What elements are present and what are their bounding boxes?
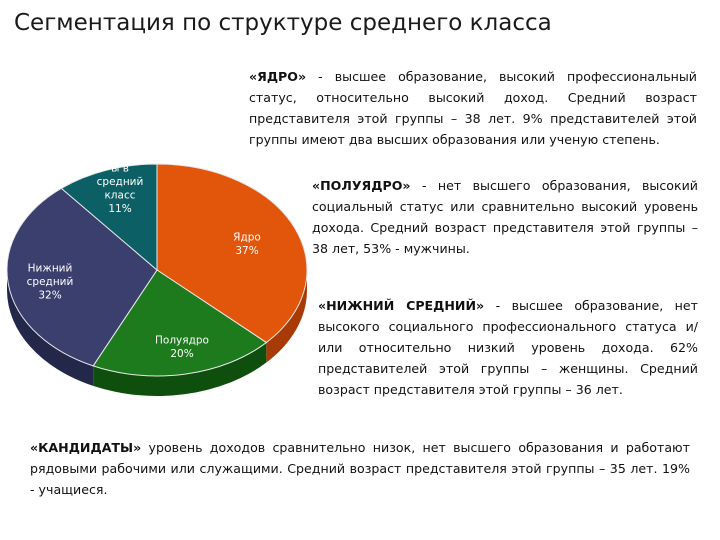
- poluyadro-name: «ПОЛУЯДРО»: [312, 178, 411, 193]
- pie-slice-side: [266, 270, 307, 363]
- pie-slice: [6, 187, 158, 367]
- pie-slice-label-line: класс: [104, 190, 135, 202]
- pie-slice-label-line: Кандидат: [93, 150, 148, 161]
- pie-slice-label: Полуядро 20%: [155, 334, 209, 360]
- poluyadro-text: - нет высшего образования, высокий социа…: [312, 178, 698, 256]
- kandidaty-description: «КАНДИДАТЫ» уровень доходов сравнительно…: [30, 437, 690, 500]
- pie-slice: [92, 269, 268, 377]
- poluyadro-description: «ПОЛУЯДРО» - нет высшего образования, вы…: [312, 175, 698, 259]
- pie-slice-label-line: 20%: [170, 348, 193, 360]
- page-title: Сегментация по структуре среднего класса: [14, 10, 552, 36]
- pie-slice-label-line: средний: [27, 276, 74, 288]
- kandidaty-text: уровень доходов сравнительно низок, нет …: [30, 440, 690, 497]
- pie-slice-label: Нижний средний 32%: [27, 263, 74, 302]
- yadro-description: «ЯДРО» - высшее образование, высокий про…: [249, 66, 697, 150]
- pie-slice-label-line: 11%: [108, 203, 131, 215]
- pie-slice-label-line: Полуядро: [155, 334, 209, 346]
- pie-slice-label-line: Ядро: [233, 231, 261, 243]
- nizhny-name: «НИЖНИЙ СРЕДНИЙ»: [318, 298, 485, 313]
- pie-slice: [60, 163, 158, 272]
- nizhny-text: - высшее образование, нет высокого социа…: [318, 298, 698, 397]
- pie-sides: [6, 270, 307, 396]
- pie-slice-label-line: средний: [97, 176, 144, 188]
- pie-chart: Ядро 37%Полуядро 20%Нижний средний 32%Кандид…: [6, 150, 308, 396]
- pie-slice: [156, 163, 308, 344]
- pie-slice-label-line: 37%: [235, 245, 258, 257]
- pie-slice-label: Ядро 37%: [233, 231, 261, 257]
- pie-slice-label: Кандидат ы в средний класс 11%: [93, 150, 148, 215]
- yadro-text: - высшее образование, высокий профессион…: [249, 69, 697, 147]
- nizhny-description: «НИЖНИЙ СРЕДНИЙ» - высшее образование, н…: [318, 295, 698, 400]
- pie-slice-label-line: 32%: [38, 290, 61, 302]
- yadro-name: «ЯДРО»: [249, 69, 307, 84]
- pie-slice-label-line: ы в: [111, 163, 129, 175]
- kandidaty-name: «КАНДИДАТЫ»: [30, 440, 142, 455]
- pie-labels: Ядро 37%Полуядро 20%Нижний средний 32%Кандид…: [27, 150, 261, 360]
- pie-slice-side: [6, 270, 94, 386]
- pie-slice-side: [93, 342, 267, 396]
- pie-slice-label-line: Нижний: [28, 263, 73, 275]
- pie-tops: [6, 163, 308, 377]
